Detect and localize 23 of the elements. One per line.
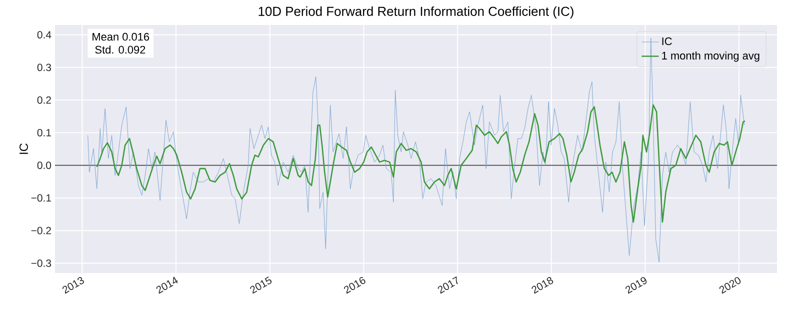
chart-title: 10D Period Forward Return Information Coefficient (IC) <box>258 6 574 18</box>
y-tick-label: 0.3 <box>37 64 52 72</box>
y-axis-title: IC <box>20 143 28 154</box>
y-tick-label: −0.1 <box>31 194 51 202</box>
annotation: Mean 0.016 <box>92 32 150 41</box>
x-tick-label: 2019 <box>626 277 647 294</box>
y-tick-label: −0.3 <box>31 260 52 267</box>
y-tick-label: −0.2 <box>31 226 51 234</box>
x-tick-label: 2015 <box>250 276 272 294</box>
line-series <box>96 104 746 223</box>
x-tick-label: 2013 <box>62 277 84 294</box>
y-tick-label: 0.2 <box>37 96 51 104</box>
y-tick-label: 0.1 <box>37 128 51 136</box>
x-tick-label: 2014 <box>156 276 178 294</box>
legend-label: IC <box>662 37 672 46</box>
x-tick-label: 2016 <box>344 277 366 294</box>
x-tick-label: 2018 <box>532 277 554 294</box>
y-tick-label: 0.4 <box>37 31 52 39</box>
annotation: Std. 0.092 <box>95 46 146 54</box>
y-tick-label: 0.0 <box>37 162 52 170</box>
legend-label: 1 month moving avg <box>662 52 760 62</box>
x-tick-label: 2020 <box>719 277 741 294</box>
x-tick-label: 2017 <box>438 276 458 294</box>
